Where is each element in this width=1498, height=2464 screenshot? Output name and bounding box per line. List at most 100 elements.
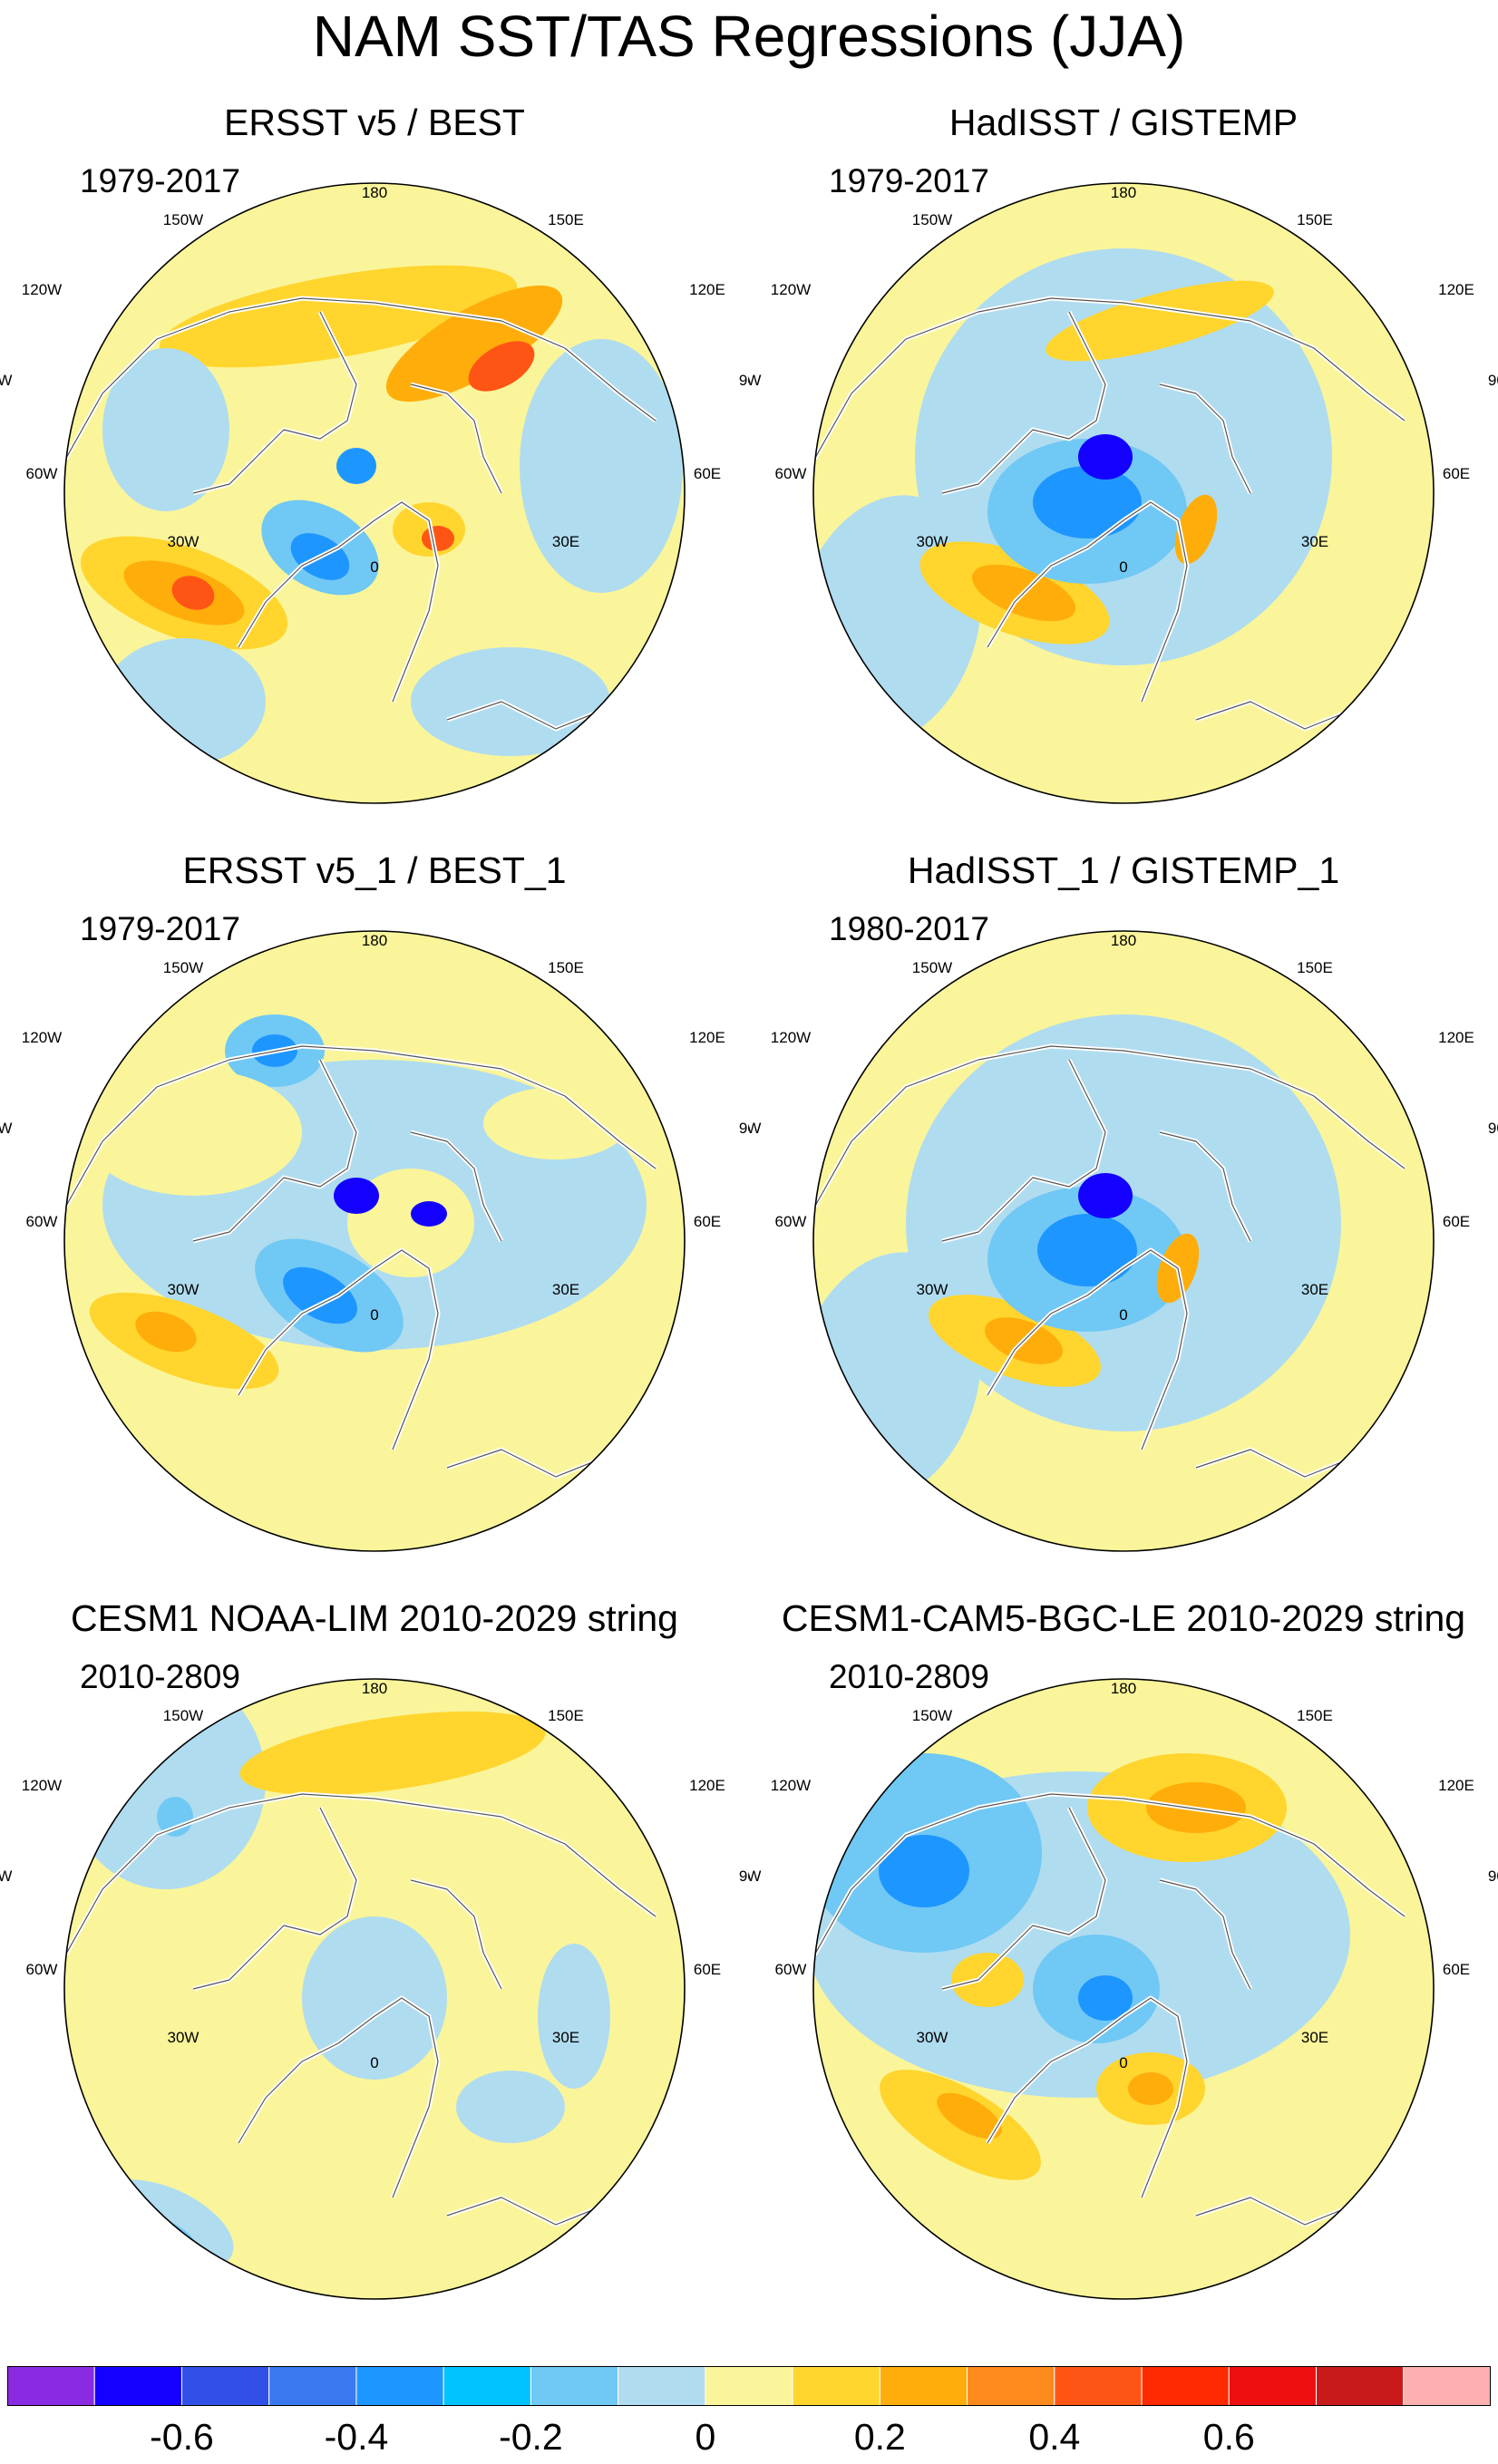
coastline — [941, 311, 1106, 494]
longitude-label: 120W — [771, 1029, 811, 1046]
anomaly-region — [951, 1953, 1024, 2007]
anomaly-region — [1078, 434, 1133, 480]
anomaly-region — [1287, 1368, 1414, 1477]
longitude-label: 90W — [749, 372, 761, 389]
coastline — [987, 501, 1188, 703]
colorbar-swatch — [530, 2366, 619, 2407]
panel-period: 1979-2017 — [80, 162, 240, 199]
anomaly-region — [879, 1835, 969, 1907]
colorbar-swatch — [705, 2366, 793, 2407]
longitude-label: 120E — [1438, 1029, 1474, 1046]
longitude-label: 30E — [1301, 2029, 1328, 2046]
colorbar-frame — [7, 2366, 1491, 2406]
anomaly-region — [1033, 466, 1142, 538]
anomaly-field — [813, 183, 1434, 803]
longitude-label: 120W — [22, 281, 62, 298]
longitude-label: 120E — [689, 1777, 725, 1794]
anomaly-field — [64, 1679, 685, 2299]
coastline — [941, 1807, 1106, 1990]
longitude-label: 30W — [168, 533, 199, 550]
longitude-label: 30W — [168, 1281, 199, 1298]
polar-map: 180 150E 120E 90E 60E 30E 0 30W 60W 90W 120W 150W — [0, 182, 749, 804]
longitude-label: 60E — [694, 465, 721, 482]
anomaly-region — [336, 448, 376, 484]
longitude-label: 120E — [1438, 1777, 1474, 1794]
anomaly-field — [813, 1679, 1434, 2299]
anomaly-region — [84, 1069, 302, 1196]
map-panel-ersst-best-1: 180 150E 120E 90E 60E 30E 0 30W 60W 90W 120W 150W E… — [0, 848, 749, 1596]
longitude-label: 90E — [739, 1867, 749, 1885]
polar-map: 180 150E 120E 90E 60E 30E 0 30W 60W 90W 120W 150W — [0, 930, 749, 1552]
panel-period: 1980-2017 — [829, 910, 989, 947]
coastline — [446, 701, 602, 730]
longitude-label: 0 — [1119, 558, 1127, 576]
panel-period: 2010-2809 — [80, 1658, 240, 1695]
map-panel-cesm1-noaa-lim: 180 150E 120E 90E 60E 30E 0 30W 60W 90W 120W 150W C… — [0, 1596, 749, 2344]
longitude-label: 90E — [739, 1120, 749, 1137]
longitude-label: 150E — [1297, 211, 1333, 228]
panel-title: CESM1 NOAA-LIM 2010-2029 string — [71, 1597, 678, 1639]
colorbar: -0.6 -0.4 -0.2 0 0.2 0.4 0.6 — [7, 2366, 1491, 2458]
longitude-label: 180 — [1111, 1680, 1136, 1697]
anomaly-region — [385, 285, 563, 403]
longitude-label: 30W — [917, 533, 948, 550]
anomaly-region — [283, 1266, 357, 1324]
colorbar-swatch — [967, 2366, 1055, 2407]
panel-title: ERSST v5 / BEST — [224, 102, 525, 143]
anomaly-region — [411, 647, 610, 756]
longitude-label: 150E — [548, 959, 584, 976]
anomaly-region — [411, 1201, 447, 1227]
coastline — [813, 1045, 1406, 1215]
longitude-label: 30E — [552, 1281, 579, 1298]
anomaly-region — [1078, 1173, 1133, 1218]
longitude-label: 0 — [370, 2054, 378, 2071]
longitude-label: 0 — [1119, 2054, 1127, 2071]
map-boundary — [812, 930, 1435, 1552]
colorbar-swatch — [618, 2366, 706, 2407]
longitude-label: 60W — [26, 1213, 58, 1230]
anomaly-region — [538, 1944, 610, 2089]
anomaly-field — [813, 931, 1434, 1551]
anomaly-region — [159, 265, 518, 368]
coastline — [813, 297, 1406, 467]
colorbar-tick-label: -0.4 — [325, 2416, 389, 2458]
map-panel-cesm1-cam5-bgc-le: 180 150E 120E 90E 60E 30E 0 30W 60W 90W 120W 150W C… — [749, 1596, 1498, 2344]
colorbar-tick-label: -0.2 — [499, 2416, 563, 2458]
coastline — [238, 1249, 439, 1450]
anomaly-region — [102, 638, 266, 765]
colorbar-swatch — [180, 2366, 270, 2407]
coastline — [941, 1059, 1106, 1242]
polar-map: 180 150E 120E 90E 60E 30E 0 30W 60W 90W 120W 150W — [749, 182, 1498, 804]
colorbar-swatch — [443, 2366, 531, 2407]
longitude-label: 90E — [1488, 1867, 1498, 1885]
longitude-label: 0 — [1119, 1306, 1127, 1324]
coastline — [813, 1793, 1406, 1963]
figure-title: NAM SST/TAS Regressions (JJA) — [312, 4, 1186, 69]
longitude-label: 60W — [26, 1961, 58, 1978]
longitude-label: 120W — [22, 1777, 62, 1794]
longitude-label: 150E — [1297, 1707, 1333, 1724]
longitude-label: 90W — [749, 1867, 761, 1885]
longitude-label: 150W — [163, 211, 203, 228]
coastline — [64, 1793, 657, 1963]
longitude-label: 90W — [749, 1120, 761, 1137]
coastline — [64, 297, 657, 467]
longitude-label: 30W — [917, 1281, 948, 1298]
anomaly-region — [239, 1711, 546, 1796]
coastline — [238, 1997, 439, 2198]
map-panel-hadisst-gistemp: 180 150E 120E 90E 60E 30E 0 30W 60W 90W 120W 150W H… — [749, 100, 1498, 849]
anomaly-region — [520, 339, 683, 593]
coastline — [1159, 1879, 1251, 1990]
coastline — [238, 501, 439, 703]
longitude-label: 120W — [771, 281, 811, 298]
coastline — [410, 1131, 502, 1242]
anomaly-region — [1174, 494, 1218, 565]
coastline — [410, 1879, 502, 1990]
panel-period: 1979-2017 — [80, 910, 240, 947]
longitude-label: 180 — [1111, 184, 1136, 201]
longitude-label: 120W — [771, 1777, 811, 1794]
longitude-label: 30E — [552, 2029, 579, 2046]
longitude-label: 180 — [1111, 932, 1136, 949]
longitude-label: 60W — [775, 1961, 807, 1978]
anomaly-region — [171, 576, 215, 610]
